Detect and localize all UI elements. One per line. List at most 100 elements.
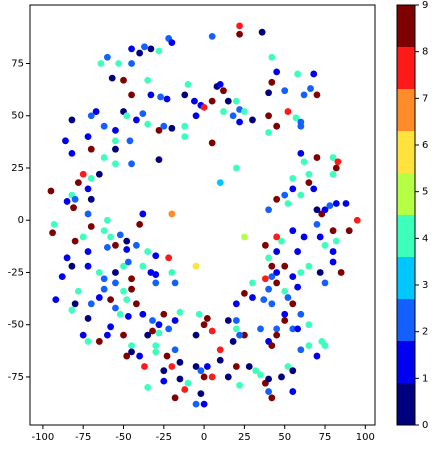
point xyxy=(95,269,103,276)
point xyxy=(165,254,173,262)
point xyxy=(155,329,163,337)
point xyxy=(257,325,264,333)
point xyxy=(128,91,135,99)
point xyxy=(87,195,95,203)
point xyxy=(236,331,243,339)
point xyxy=(100,227,108,235)
point xyxy=(139,310,147,318)
point xyxy=(236,118,243,126)
point xyxy=(95,294,103,301)
point xyxy=(147,91,155,99)
point xyxy=(268,342,276,349)
point xyxy=(95,170,103,178)
point xyxy=(181,133,189,141)
point xyxy=(155,321,163,329)
point xyxy=(92,108,100,115)
point xyxy=(128,60,135,67)
point xyxy=(241,108,248,115)
point xyxy=(265,388,272,395)
point xyxy=(289,273,297,281)
point xyxy=(268,394,276,402)
point xyxy=(160,310,168,318)
point xyxy=(126,137,134,145)
point xyxy=(84,210,92,218)
x-tick-label: 100 xyxy=(356,432,375,443)
point xyxy=(232,325,240,333)
colorbar-tick-label: 1 xyxy=(422,373,428,384)
point xyxy=(108,74,116,82)
point xyxy=(168,39,176,47)
point xyxy=(245,363,253,370)
point xyxy=(281,317,289,324)
point xyxy=(168,210,176,218)
point xyxy=(176,308,184,316)
point xyxy=(184,81,192,88)
point xyxy=(313,221,321,228)
point xyxy=(232,97,240,105)
x-tick-label: 75 xyxy=(319,432,332,443)
point xyxy=(236,22,243,30)
point xyxy=(160,122,168,130)
colorbar-tick-label: 2 xyxy=(422,327,428,338)
point xyxy=(265,254,272,262)
point xyxy=(63,254,71,262)
point xyxy=(103,53,111,61)
point xyxy=(112,126,119,134)
point xyxy=(265,89,272,97)
point xyxy=(273,195,281,203)
y-tick-label: 0 xyxy=(18,215,24,226)
point xyxy=(120,262,127,270)
point xyxy=(155,156,163,164)
point xyxy=(289,227,297,235)
point xyxy=(300,233,308,241)
colorbar-band xyxy=(397,47,415,89)
point xyxy=(139,110,147,118)
point xyxy=(332,164,340,172)
point xyxy=(152,252,160,260)
colorbar-band xyxy=(397,341,415,383)
point xyxy=(208,327,216,335)
point xyxy=(139,262,147,270)
point xyxy=(229,338,237,345)
colorbar-band xyxy=(397,173,415,215)
point xyxy=(79,170,87,178)
point xyxy=(100,285,108,293)
point xyxy=(294,283,302,291)
point xyxy=(192,400,200,408)
point xyxy=(313,206,321,214)
point xyxy=(305,342,313,349)
point xyxy=(310,185,318,193)
point xyxy=(136,352,144,360)
colorbar-band xyxy=(397,215,415,257)
point xyxy=(261,275,269,283)
plot-frame xyxy=(29,4,376,426)
point xyxy=(155,126,163,134)
point xyxy=(124,258,132,266)
point xyxy=(268,262,276,270)
point xyxy=(294,248,302,255)
point xyxy=(252,367,260,375)
colorbar-tick-label: 4 xyxy=(422,233,428,244)
point xyxy=(241,233,248,241)
point xyxy=(273,331,281,339)
point xyxy=(216,356,224,364)
point xyxy=(133,300,140,308)
point xyxy=(133,116,140,124)
point xyxy=(300,158,308,166)
point xyxy=(100,275,108,283)
x-tick-label: -25 xyxy=(156,432,172,443)
point xyxy=(197,390,205,398)
point xyxy=(181,386,189,393)
point xyxy=(313,154,321,161)
point xyxy=(120,76,127,84)
point xyxy=(128,160,135,168)
point xyxy=(136,49,144,57)
point xyxy=(273,269,281,276)
point xyxy=(184,379,192,387)
point xyxy=(284,294,292,301)
point xyxy=(249,116,256,124)
point xyxy=(268,53,276,61)
point xyxy=(261,241,269,249)
point xyxy=(208,32,216,40)
point xyxy=(258,28,266,36)
